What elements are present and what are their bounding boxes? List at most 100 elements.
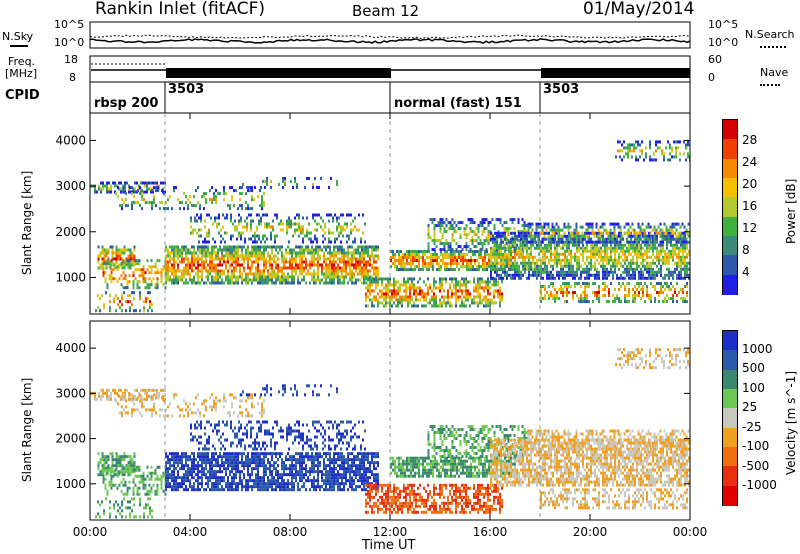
echo-cell (214, 219, 216, 223)
echo-cell (424, 265, 426, 269)
echo-cell (185, 201, 187, 205)
echo-cell (544, 255, 546, 259)
echo-cell (481, 224, 484, 228)
echo-cell (532, 261, 534, 265)
echo-cell (404, 253, 406, 257)
echo-cell (132, 190, 134, 194)
echo-cell (129, 309, 131, 313)
echo-cell (391, 292, 393, 296)
echo-cell (215, 251, 217, 255)
echo-cell (207, 275, 209, 279)
echo-cell (126, 283, 129, 287)
echo-cell (463, 304, 465, 308)
echo-cell (490, 258, 492, 262)
echo-cell (287, 245, 289, 249)
echo-cell (190, 225, 192, 229)
echo-cell (610, 234, 612, 238)
echo-cell (232, 234, 234, 238)
echo-cell (403, 298, 405, 302)
echo-cell (479, 298, 481, 302)
echo-cell (599, 234, 602, 238)
echo-cell (240, 231, 242, 235)
echo-cell (151, 309, 153, 313)
echo-cell (680, 288, 682, 292)
echo-cell (684, 234, 686, 238)
echo-cell (239, 272, 241, 276)
echo-cell (285, 278, 287, 282)
echo-cell (193, 281, 195, 285)
echo-cell (638, 243, 640, 247)
echo-cell (453, 277, 455, 281)
echo-cell (96, 190, 98, 194)
echo-cell (606, 270, 608, 274)
echo-cell (637, 231, 640, 235)
echo-cell (454, 253, 456, 257)
echo-cell (612, 249, 614, 253)
echo-cell (662, 231, 664, 235)
echo-cell (134, 268, 137, 272)
echo-cell (448, 262, 450, 266)
echo-cell (461, 283, 463, 287)
echo-cell (123, 201, 125, 205)
echo-cell (666, 243, 668, 247)
echo-cell (403, 280, 405, 284)
echo-cell (682, 261, 684, 265)
echo-cell (315, 257, 317, 261)
echo-cell (294, 228, 296, 232)
echo-cell (477, 292, 479, 296)
echo-cell (455, 277, 457, 281)
echo-cell (550, 270, 552, 274)
echo-cell (297, 245, 299, 249)
echo-cell (271, 275, 273, 279)
echo-cell (592, 246, 594, 250)
echo-cell (141, 189, 143, 193)
echo-cell (457, 283, 459, 287)
echo-cell (106, 471, 109, 475)
echo-cell (634, 276, 636, 280)
echo-cell (167, 248, 169, 252)
echo-cell (560, 246, 562, 250)
echo-cell (481, 230, 484, 234)
echo-cell (381, 301, 383, 305)
echo-cell (668, 270, 670, 274)
echo-cell (623, 146, 625, 150)
echo-cell (556, 231, 558, 235)
echo-cell (349, 257, 351, 261)
echo-cell (504, 246, 506, 250)
echo-cell (329, 251, 331, 255)
echo-cell (487, 233, 490, 237)
echo-cell (465, 295, 467, 299)
echo-cell (500, 234, 502, 238)
echo-cell (177, 198, 179, 202)
echo-cell (672, 252, 674, 256)
echo-cell (471, 236, 474, 240)
echo-cell (447, 295, 449, 299)
echo-cell (397, 298, 399, 302)
echo-cell (347, 272, 349, 276)
echo-cell (608, 261, 610, 265)
echo-cell (566, 300, 568, 304)
echo-cell (660, 282, 662, 286)
echo-cell (413, 289, 415, 293)
echo-cell (269, 263, 271, 267)
echo-cell (684, 231, 686, 235)
echo-cell (270, 185, 272, 189)
echo-cell (620, 234, 622, 238)
echo-cell (118, 388, 120, 392)
echo-cell (648, 246, 650, 250)
echo-cell (684, 273, 686, 277)
echo-cell (594, 246, 596, 250)
echo-cell (335, 254, 337, 258)
echo-cell (453, 283, 455, 287)
echo-cell (243, 278, 245, 282)
echo-cell (263, 281, 265, 285)
echo-cell (173, 257, 175, 261)
echo-cell (287, 278, 289, 282)
echo-cell (422, 262, 424, 266)
echo-cell (107, 464, 110, 468)
echo-cell (296, 222, 298, 226)
echo-cell (299, 257, 301, 261)
echo-cell (282, 185, 284, 189)
echo-cell (159, 207, 161, 211)
echo-cell (457, 295, 459, 299)
